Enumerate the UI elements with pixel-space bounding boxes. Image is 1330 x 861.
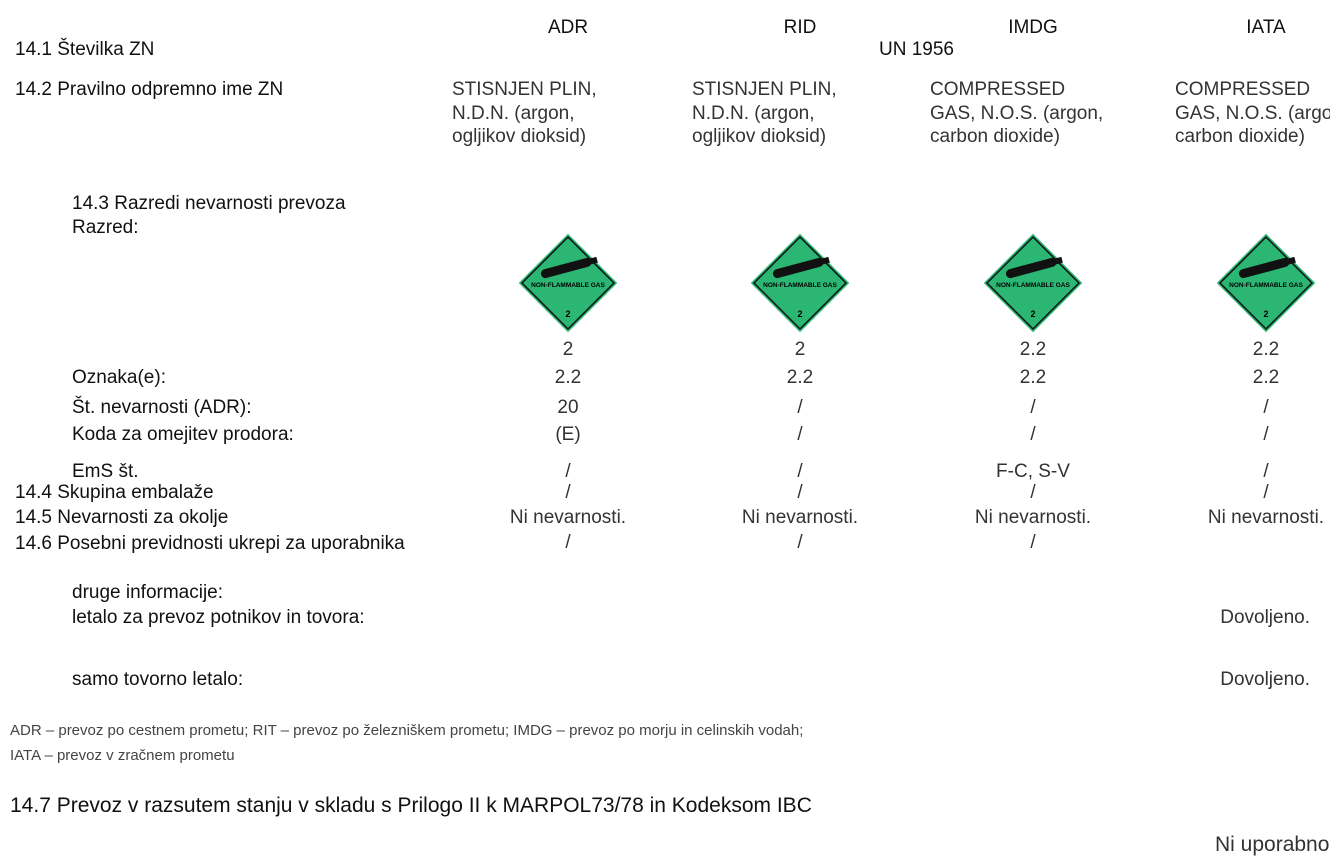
column-header: ADR	[547, 17, 589, 38]
placard-text: NON-FLAMMABLE GAS	[996, 282, 1070, 289]
placard-text: NON-FLAMMABLE GAS	[531, 282, 605, 289]
cell-value: 20	[557, 397, 579, 418]
row-label: EmS št.	[72, 461, 139, 482]
cell-value: 2.2	[554, 367, 582, 388]
column-header: IMDG	[1008, 17, 1058, 38]
cell-value: F-C, S-V	[996, 461, 1070, 482]
cell-value: Ni nevarnosti.	[509, 507, 627, 528]
row-label: 14.4 Skupina embalaže	[15, 482, 214, 503]
cell-value: /	[1263, 397, 1269, 418]
cell-value: (E)	[555, 424, 581, 445]
cell-value: /	[565, 461, 571, 482]
placard-number: 2	[797, 309, 802, 319]
cylinder-icon	[772, 256, 830, 279]
cell-value: 2.2	[1019, 367, 1047, 388]
cell-value: /	[565, 482, 571, 503]
row-label: Št. nevarnosti (ADR):	[72, 397, 252, 418]
placard: NON-FLAMMABLE GAS 2	[1215, 232, 1317, 334]
column-header: RID	[783, 17, 817, 38]
row-label: samo tovorno letalo:	[72, 669, 244, 690]
placard-text: NON-FLAMMABLE GAS	[763, 282, 837, 289]
placard: NON-FLAMMABLE GAS 2	[749, 232, 851, 334]
class-value: 2	[794, 339, 806, 360]
placard-text: NON-FLAMMABLE GAS	[1229, 282, 1303, 289]
cell-value: /	[1030, 482, 1036, 503]
cell-value: /	[797, 482, 803, 503]
placard-border	[752, 235, 848, 331]
row-label: letalo za prevoz potnikov in tovora:	[72, 607, 365, 628]
cell-value: /	[1030, 424, 1036, 445]
placard-number: 2	[1263, 309, 1268, 319]
row-label: 14.2 Pravilno odpremno ime ZN	[15, 79, 284, 100]
row-label: Razred:	[72, 217, 139, 238]
placard-number: 2	[1030, 309, 1035, 319]
class-value: 2.2	[1252, 339, 1280, 360]
placard-border	[520, 235, 616, 331]
cell-value: /	[797, 424, 803, 445]
column-header: IATA	[1246, 17, 1286, 38]
placard-number: 2	[565, 309, 570, 319]
cell-value: /	[797, 397, 803, 418]
cylinder-icon	[1238, 256, 1296, 279]
cell-value: /	[1263, 482, 1269, 503]
cylinder-icon	[1005, 256, 1063, 279]
cell-value: Ni nevarnosti.	[1207, 507, 1325, 528]
shipping-name: COMPRESSED GAS, N.O.S. (argon, carbon di…	[1175, 79, 1330, 147]
footnote: ADR – prevoz po cestnem prometu; RIT – p…	[10, 722, 804, 739]
section-value: Ni uporabno.	[1215, 833, 1330, 856]
cylinder-icon	[540, 256, 598, 279]
placard-border	[1218, 235, 1314, 331]
cell-value: /	[797, 532, 803, 553]
iata-value: Dovoljeno.	[1220, 669, 1310, 690]
footnote: IATA – prevoz v zračnem prometu	[10, 747, 235, 764]
shipping-name: STISNJEN PLIN, N.D.N. (argon, ogljikov d…	[452, 79, 597, 147]
row-label: 14.6 Posebni previdnosti ukrepi za upora…	[15, 533, 405, 554]
cell-value: /	[565, 532, 571, 553]
cell-value: Ni nevarnosti.	[974, 507, 1092, 528]
iata-value: Dovoljeno.	[1220, 607, 1310, 628]
row-label: 14.5 Nevarnosti za okolje	[15, 507, 229, 528]
un-number: UN 1956	[879, 39, 954, 60]
row-label: druge informacije:	[72, 582, 224, 603]
shipping-name: STISNJEN PLIN, N.D.N. (argon, ogljikov d…	[692, 79, 837, 147]
row-label: Oznaka(e):	[72, 367, 166, 388]
class-value: 2.2	[1019, 339, 1047, 360]
cell-value: /	[1030, 532, 1036, 553]
cell-value: 2.2	[1252, 367, 1280, 388]
cell-value: /	[1263, 424, 1269, 445]
row-label: 14.1 Številka ZN	[15, 39, 155, 60]
cell-value: 2.2	[786, 367, 814, 388]
row-label: Koda za omejitev prodora:	[72, 424, 294, 445]
row-label: 14.3 Razredi nevarnosti prevoza	[72, 193, 346, 214]
placard: NON-FLAMMABLE GAS 2	[517, 232, 619, 334]
class-value: 2	[562, 339, 574, 360]
cell-value: /	[1030, 397, 1036, 418]
placard-border	[985, 235, 1081, 331]
cell-value: /	[797, 461, 803, 482]
cell-value: Ni nevarnosti.	[741, 507, 859, 528]
cell-value: /	[1263, 461, 1269, 482]
shipping-name: COMPRESSED GAS, N.O.S. (argon, carbon di…	[930, 79, 1104, 147]
placard: NON-FLAMMABLE GAS 2	[982, 232, 1084, 334]
section-title: 14.7 Prevoz v razsutem stanju v skladu s…	[10, 794, 812, 817]
